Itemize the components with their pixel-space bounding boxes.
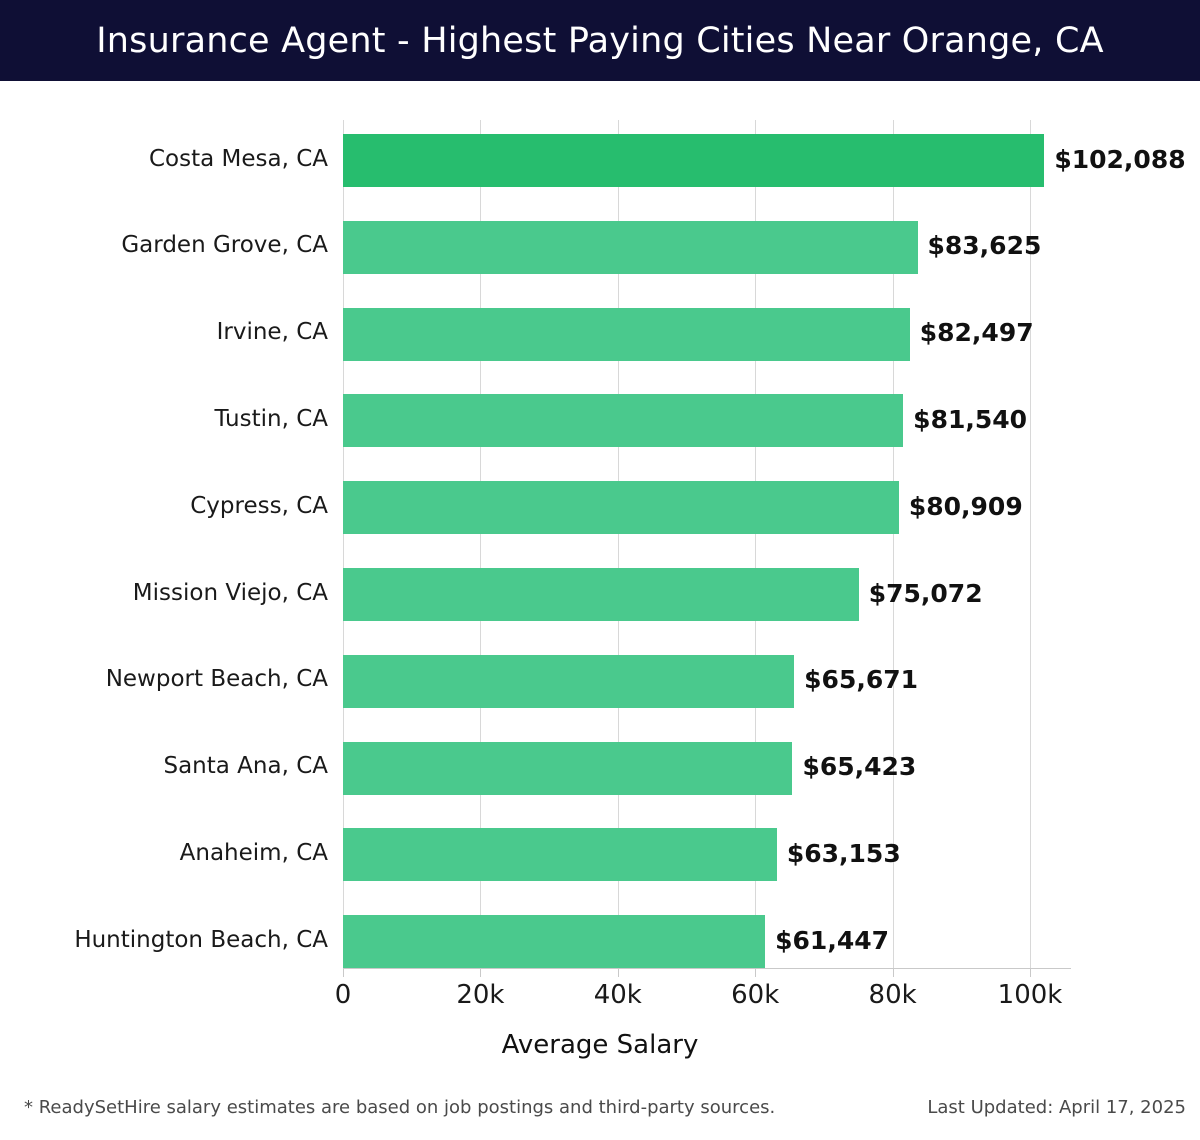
category-label: Newport Beach, CA	[105, 666, 328, 693]
category-label: Irvine, CA	[216, 319, 328, 346]
x-tick-mark	[1030, 968, 1031, 977]
gridline	[480, 120, 482, 968]
bar-value-label: $75,072	[868, 578, 983, 608]
category-label: Anaheim, CA	[179, 839, 328, 866]
x-tick-mark	[755, 968, 757, 977]
x-tick-label: 80k	[868, 980, 917, 1010]
footer-disclaimer: * ReadySetHire salary estimates are base…	[24, 1097, 776, 1118]
plot-area	[343, 120, 1071, 968]
bar[interactable]	[343, 568, 859, 621]
gridline	[1030, 120, 1031, 968]
x-tick-label: 100k	[997, 980, 1063, 1010]
bar[interactable]	[343, 481, 899, 535]
x-axis-title: Average Salary	[501, 1030, 699, 1060]
bar-value-label: $81,540	[913, 404, 1028, 434]
footer-last-updated: Last Updated: April 17, 2025	[927, 1097, 1186, 1118]
bar[interactable]	[343, 828, 777, 882]
x-tick-label: 0	[334, 980, 352, 1010]
bar-value-label: $63,153	[786, 838, 901, 868]
bar[interactable]	[343, 654, 795, 708]
gridline	[617, 120, 619, 968]
x-tick-mark	[480, 968, 482, 977]
bar[interactable]	[343, 307, 910, 361]
bar[interactable]	[343, 394, 904, 448]
bar[interactable]	[343, 915, 766, 969]
x-axis-line	[343, 968, 1071, 969]
x-tick-mark	[892, 968, 894, 977]
x-tick-mark	[617, 968, 619, 977]
bar-value-label: $61,447	[775, 925, 890, 955]
bar-value-label: $82,497	[919, 318, 1034, 348]
bar-value-label: $80,909	[908, 491, 1023, 521]
x-tick-mark	[343, 968, 344, 977]
bar[interactable]	[343, 741, 793, 795]
bar[interactable]	[343, 134, 1045, 187]
category-label: Huntington Beach, CA	[74, 926, 328, 953]
x-tick-label: 60k	[731, 980, 780, 1010]
chart-header: Insurance Agent - Highest Paying Cities …	[0, 0, 1200, 81]
category-label: Costa Mesa, CA	[148, 145, 328, 172]
category-label: Garden Grove, CA	[121, 232, 328, 259]
category-label: Cypress, CA	[190, 492, 328, 519]
bar-value-label: $65,423	[802, 752, 917, 782]
bar-value-label: $102,088	[1054, 144, 1186, 174]
page-title: Insurance Agent - Highest Paying Cities …	[96, 20, 1104, 61]
bar-value-label: $83,625	[927, 231, 1042, 261]
bar[interactable]	[343, 220, 918, 274]
category-label: Mission Viejo, CA	[132, 579, 328, 606]
x-tick-label: 20k	[456, 980, 505, 1010]
category-label: Tustin, CA	[214, 405, 328, 432]
gridline	[755, 120, 757, 968]
gridline	[892, 120, 894, 968]
bar-value-label: $65,671	[804, 665, 919, 695]
x-tick-label: 40k	[593, 980, 642, 1010]
category-label: Santa Ana, CA	[163, 753, 328, 780]
gridline	[343, 120, 344, 968]
